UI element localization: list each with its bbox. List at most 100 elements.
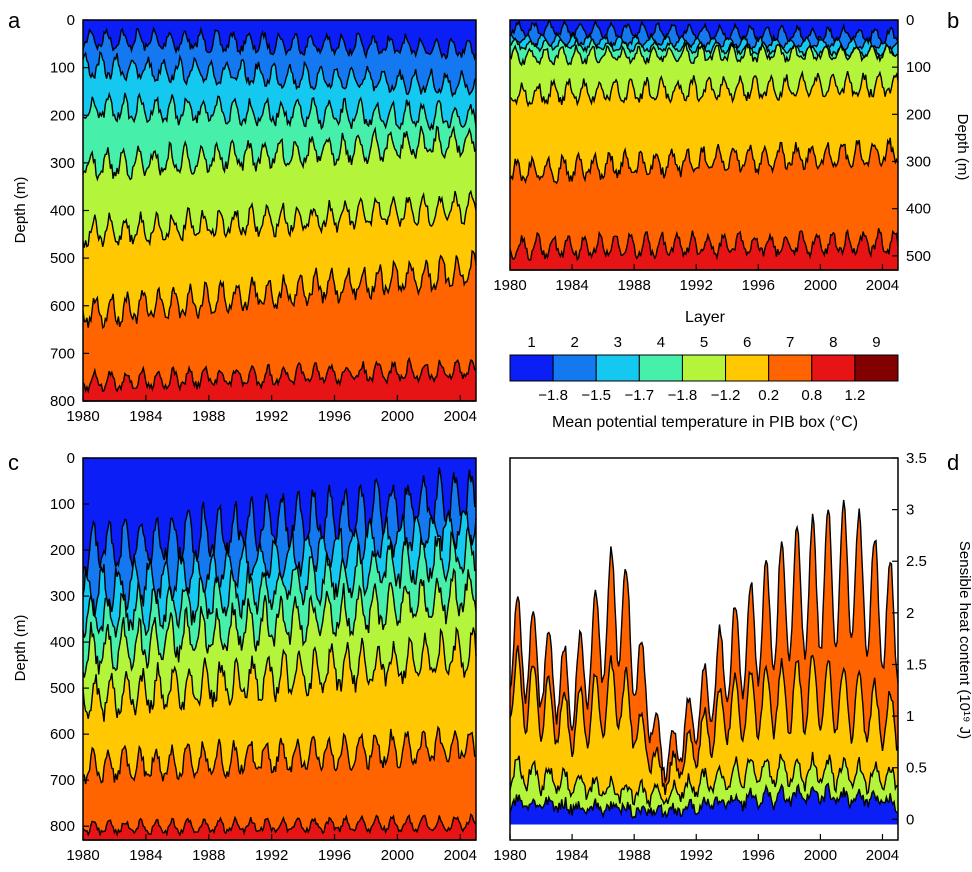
colorbar-layer-number: 9 [872,334,880,351]
y-tick-label: 0 [906,12,914,29]
interface-line [509,70,899,108]
x-tick-label: 2000 [381,408,414,425]
colorbar-swatch [725,354,770,382]
colorbar-layer-number: 2 [570,334,578,351]
colorbar-temperature-label: 1.2 [844,387,865,404]
interface-line [82,189,477,248]
y-tick-label: 600 [50,298,75,315]
y-tick-label: 2 [906,605,914,622]
y-tick-label: 100 [50,60,75,77]
heat-content-line [509,499,899,783]
y-tick-label: 800 [50,818,75,835]
plot-frame [82,457,477,841]
y-tick-label: 300 [50,588,75,605]
interface-line [82,725,477,785]
colorbar-swatch [509,354,554,382]
colorbar-swatch [811,354,856,382]
colorbar-temperature-label: −1.8 [538,387,568,404]
colorbar-temperature-label: −1.8 [668,387,698,404]
x-tick-label: 1996 [318,847,351,864]
x-tick-label: 1992 [680,277,713,294]
heat-content-line [509,782,899,820]
y-tick-label: 300 [50,155,75,172]
x-tick-label: 1984 [555,277,588,294]
x-tick-label: 1984 [555,847,588,864]
x-tick-label: 2004 [866,277,899,294]
colorbar-temperature-label: 0.8 [801,387,822,404]
panel-a: 1980 1984 1988 1992 1996 2000 2004 0 100 200 300 40… [50,12,477,425]
y-tick-label: 1 [906,708,914,725]
colorbar-temperature-label: −1.7 [625,387,655,404]
interface-line [82,356,477,394]
y-tick-label: 3.5 [906,450,927,467]
y-tick-label: 0.5 [906,760,927,777]
colorbar-temperature-label: 0.2 [758,387,779,404]
interface-line [509,137,899,185]
colorbar-swatch [595,354,640,382]
y-tick-label: 200 [50,542,75,559]
y-tick-label: 100 [906,59,931,76]
y-tick-label: 0 [906,811,914,828]
x-tick-label: 1988 [617,847,650,864]
interface-line [509,41,899,67]
colorbar-layer-number: 4 [657,334,665,351]
heat-content-line [509,645,899,795]
panel-letter-b: b [947,8,959,33]
colorbar-temperature-label: −1.5 [581,387,611,404]
x-tick-label: 2004 [866,847,899,864]
y-tick-label: 500 [50,250,75,267]
interface-line [82,567,477,678]
x-tick-label: 1988 [192,847,225,864]
y-tick-label: 400 [50,634,75,651]
colorbar-layer-number: 3 [614,334,622,351]
x-tick-label: 1992 [255,847,288,864]
colorbar-swatch [638,354,683,382]
colorbar-layer-number: 1 [527,334,535,351]
panel-d: 1980 1984 1988 1992 1996 2000 2004 0 0.5 1 1.5 2 2.5… [493,450,927,864]
y-tick-label: 0 [67,450,75,467]
colorbar-layer-number: 8 [829,334,837,351]
x-tick-label: 1980 [493,847,526,864]
x-tick-label: 1992 [255,408,288,425]
x-tick-label: 1984 [129,847,162,864]
colorbar-swatch [552,354,597,382]
x-tick-label: 1980 [66,847,99,864]
colorbar-layer-number: 6 [743,334,751,351]
colorbar-layer-number: 5 [700,334,708,351]
heat-content-line [509,751,899,808]
colorbar-swatch [768,354,813,382]
x-tick-label: 2000 [804,277,837,294]
x-tick-label: 2004 [444,408,477,425]
interface-line [82,626,477,722]
colorbar: 1 2 3 4 5 6 7 8 9 −1.8 −1.5 −1.7 −1.8 −1.2 0.2 0.8 1.2 [509,334,899,404]
interface-line [82,249,477,330]
panel-c: 1980 1984 1988 1992 1996 2000 2004 0 100 200 300 40… [50,450,477,864]
x-tick-label: 2000 [804,847,837,864]
panel-letter-a: a [8,8,21,33]
y-axis-label-d: Sensible heat content (10¹⁹ J) [956,541,972,739]
y-tick-label: 200 [906,106,931,123]
y-tick-label: 800 [50,393,75,410]
y-tick-label: 1.5 [906,656,927,673]
x-tick-label: 2000 [381,847,414,864]
interface-line [82,50,477,98]
x-tick-label: 1996 [318,408,351,425]
interface-line [82,509,477,617]
y-tick-label: 100 [50,496,75,513]
colorbar-temperature-label: −1.2 [711,387,741,404]
x-axis-label-b: Layer [685,309,726,326]
y-tick-label: 700 [50,772,75,789]
colorbar-caption: Mean potential temperature in PIB box (°… [552,414,858,431]
y-tick-label: 400 [906,201,931,218]
y-tick-label: 700 [50,345,75,362]
panel-letter-c: c [8,450,19,475]
x-tick-label: 1988 [617,277,650,294]
plot-frame [509,457,899,841]
colorbar-swatch [854,354,899,382]
y-axis-label-c: Depth (m) [12,615,29,682]
x-tick-label: 1980 [493,277,526,294]
interface-line [82,526,477,638]
y-axis-label-a: Depth (m) [12,177,29,244]
interface-line [509,227,899,262]
